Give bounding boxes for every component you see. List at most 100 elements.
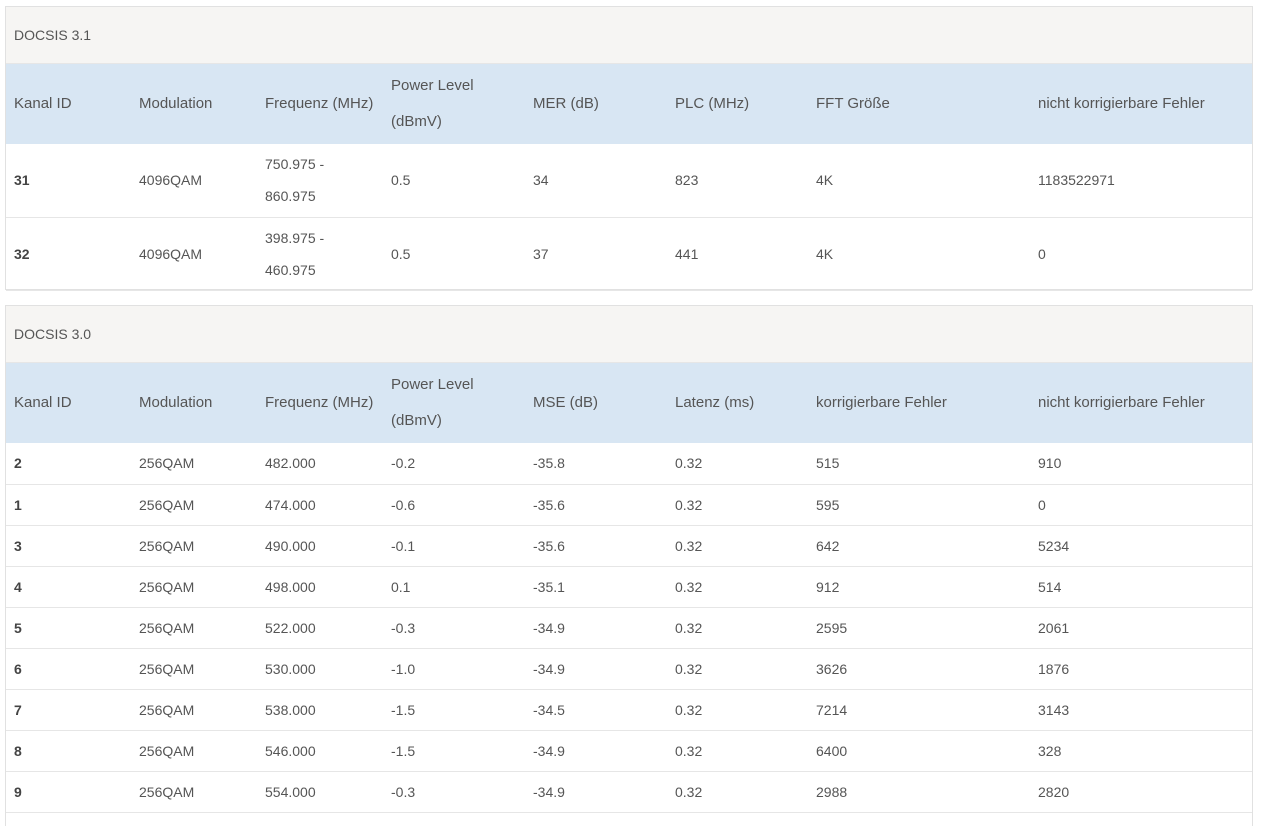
table-row: 8 256QAM 546.000 -1.5 -34.9 0.32 6400 328 [6,730,1252,772]
cell-uncorrectable-errors: 514 [1030,566,1252,608]
cell-mse: -35.6 [525,525,667,567]
cell-plc: 823 [667,144,808,218]
cell-correctable-errors: 595 [808,484,1030,526]
cell-correctable-errors: 642 [808,525,1030,567]
col-header-correctable-errors: korrigierbare Fehler [816,394,947,411]
cell-plc: 441 [667,217,808,291]
cell-frequency: 522.000 [257,607,383,649]
cell-channel-id: 2 [6,443,131,485]
cell-frequency: 474.000 [257,484,383,526]
cell-latency: 0.32 [667,771,808,813]
col-header-power-level: Power Level (dBmV) [391,376,474,429]
cell-correctable-errors: 515 [808,443,1030,485]
cell-modulation: 256QAM [131,689,257,731]
col-header-channel-id: Kanal ID [14,95,72,112]
cell-correctable-errors: 2595 [808,607,1030,649]
cell-modulation: 256QAM [131,771,257,813]
cell-frequency: 554.000 [257,771,383,813]
cell-uncorrectable-errors: 2820 [1030,771,1252,813]
col-header-mse: MSE (dB) [533,394,599,411]
docsis30-panel: DOCSIS 3.0 Kanal ID Modulation Frequenz … [5,305,1253,826]
cell-modulation: 256QAM [131,525,257,567]
cell-uncorrectable-errors: 5234 [1030,525,1252,567]
cell-modulation: 256QAM [131,607,257,649]
cell-uncorrectable-errors: 328 [1030,730,1252,772]
cell-power-level: 0.5 [383,217,525,291]
cell-correctable-errors: 3626 [808,648,1030,690]
col-header-plc: PLC (MHz) [675,95,750,112]
cell-modulation: 256QAM [131,566,257,608]
cell-channel-id: 32 [6,217,131,291]
cell-mse: -34.9 [525,648,667,690]
cell-latency: 0.32 [667,607,808,649]
cell-mse: -34.9 [525,607,667,649]
cell-latency: 0.32 [667,443,808,485]
cell-power-level: -1.5 [383,689,525,731]
table-row: 3 256QAM 490.000 -0.1 -35.6 0.32 642 5234 [6,525,1252,567]
cell-mse: -34.5 [525,689,667,731]
docsis31-table: Kanal ID Modulation Frequenz (MHz) Power… [6,64,1252,291]
cell-mse: -34.9 [525,771,667,813]
col-header-latency: Latenz (ms) [675,394,755,411]
col-header-fft-size: FFT Größe [816,95,890,112]
cell-channel-id: 3 [6,525,131,567]
cell-mse: -34.9 [525,730,667,772]
cell-channel-id: 9 [6,771,131,813]
frequency-end: 460.975 [265,261,316,278]
cell-correctable-errors: 6400 [808,730,1030,772]
cell-latency: 0.32 [667,730,808,772]
cell-power-level: -1.0 [383,648,525,690]
cell-mer: 37 [525,217,667,291]
col-header-frequency: Frequenz (MHz) [265,394,374,411]
frequency-start: 750.975 - [265,156,325,173]
cell-frequency: 490.000 [257,525,383,567]
col-header-mer: MER (dB) [533,95,599,112]
col-header-modulation: Modulation [139,394,213,411]
cell-uncorrectable-errors: 910 [1030,443,1252,485]
cell-uncorrectable-errors: 0 [1030,484,1252,526]
cell-modulation: 256QAM [131,443,257,485]
docsis31-header-row: Kanal ID Modulation Frequenz (MHz) Power… [6,64,1252,144]
cell-power-level: 0.5 [383,144,525,218]
cell-mer: 34 [525,144,667,218]
table-row: 32 4096QAM 398.975 - 460.975 0.5 37 441 4K 0 [6,217,1252,291]
cell-modulation: 4096QAM [131,217,257,291]
cell-power-level: -1.5 [383,730,525,772]
cell-power-level: -0.2 [383,443,525,485]
table-row: 9 256QAM 554.000 -0.3 -34.9 0.32 2988 2820 [6,771,1252,813]
cell-power-level: -0.1 [383,525,525,567]
table-row: 1 256QAM 474.000 -0.6 -35.6 0.32 595 0 [6,484,1252,526]
cell-frequency: 546.000 [257,730,383,772]
col-header-uncorrectable-errors: nicht korrigierbare Fehler [1038,394,1205,411]
docsis30-header-row: Kanal ID Modulation Frequenz (MHz) Power… [6,363,1252,443]
cell-modulation: 256QAM [131,484,257,526]
cell-modulation: 4096QAM [131,144,257,218]
cell-correctable-errors: 2988 [808,771,1030,813]
cell-channel-id: 6 [6,648,131,690]
cell-power-level: -0.3 [383,771,525,813]
cell-latency: 0.32 [667,689,808,731]
cell-frequency: 482.000 [257,443,383,485]
table-row: 2 256QAM 482.000 -0.2 -35.8 0.32 515 910 [6,443,1252,485]
cell-fft-size: 4K [808,144,1030,218]
docsis30-title: DOCSIS 3.0 [6,306,1252,363]
cell-frequency: 398.975 - 460.975 [257,217,383,291]
cell-frequency: 530.000 [257,648,383,690]
docsis31-panel: DOCSIS 3.1 Kanal ID Modulation Frequenz … [5,6,1253,291]
cell-frequency: 538.000 [257,689,383,731]
cell-channel-id: 1 [6,484,131,526]
cell-uncorrectable-errors: 1183522971 [1030,144,1252,218]
cell-channel-id: 8 [6,730,131,772]
cell-mse: -35.6 [525,484,667,526]
cell-frequency: 750.975 - 860.975 [257,144,383,218]
cell-latency: 0.32 [667,648,808,690]
cell-power-level: 0.1 [383,566,525,608]
cell-modulation: 256QAM [131,730,257,772]
cell-power-level: -0.6 [383,484,525,526]
frequency-end: 860.975 [265,188,316,205]
table-row: 31 4096QAM 750.975 - 860.975 0.5 34 823 4K 11835… [6,144,1252,218]
col-header-modulation: Modulation [139,95,213,112]
col-header-power-level: Power Level (dBmV) [391,77,474,130]
cell-uncorrectable-errors: 1876 [1030,648,1252,690]
cell-latency: 0.32 [667,484,808,526]
